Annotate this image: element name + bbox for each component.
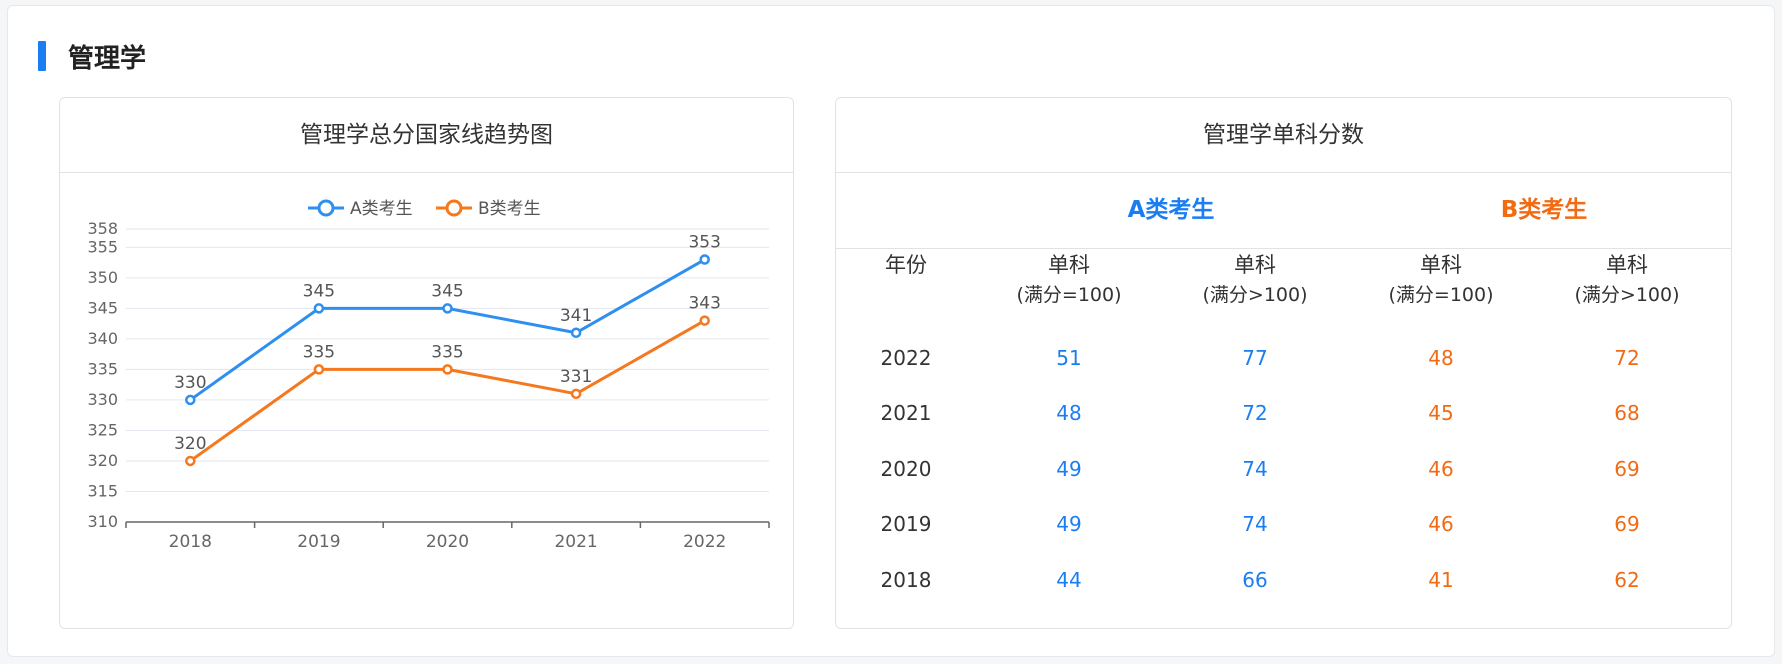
- header-year-label: 年份: [885, 253, 927, 277]
- cell-year: 2022: [880, 346, 932, 370]
- y-tick-label: 340: [87, 329, 118, 348]
- cell-year: 2019: [880, 512, 932, 536]
- content-card: 管理学 管理学总分国家线趋势图 310 315 320 325 330 335 340 345…: [7, 5, 1775, 657]
- chart-panel-title: 管理学总分国家线趋势图: [60, 98, 793, 173]
- header-col2: 单科 (满分>100): [1162, 250, 1348, 310]
- x-tick-label: 2018: [169, 532, 212, 552]
- cell-b-over100: 62: [1614, 568, 1640, 592]
- y-tick-label: 310: [87, 512, 118, 531]
- data-point: [185, 455, 196, 467]
- data-label: 330: [174, 373, 206, 393]
- data-label: 331: [560, 367, 592, 387]
- header-col1: 单科 (满分=100): [976, 250, 1162, 310]
- cell-b-full100: 46: [1428, 512, 1454, 536]
- y-tick-label: 350: [87, 268, 118, 287]
- x-tick-label: 2021: [554, 532, 597, 552]
- table-row: 2019 49 74 46 69: [836, 504, 1731, 544]
- chart-panel: 管理学总分国家线趋势图 310 315 320 325 330 335 340 345 350 3…: [59, 97, 794, 629]
- cell-a-over100: 74: [1242, 512, 1268, 536]
- cell-year: 2021: [880, 401, 932, 425]
- data-label: 320: [174, 434, 206, 454]
- cell-b-over100: 69: [1614, 512, 1640, 536]
- header-col3-sub: (满分=100): [1388, 284, 1494, 306]
- y-tick-label: 330: [87, 390, 118, 409]
- y-tick-label: 315: [87, 481, 118, 500]
- table-row: 2018 44 66 41 62: [836, 560, 1731, 600]
- data-point: [185, 394, 196, 406]
- group-header-row: A类考生 B类考生: [836, 173, 1731, 249]
- table-row: 2020 49 74 46 69: [836, 449, 1731, 489]
- cell-b-full100: 45: [1428, 401, 1454, 425]
- header-col1-sub: (满分=100): [1016, 284, 1122, 306]
- data-label: 353: [688, 233, 720, 253]
- section-header: 管理学: [38, 39, 147, 74]
- data-label: 335: [431, 342, 463, 362]
- y-tick-label: 320: [87, 451, 118, 470]
- data-point: [570, 327, 582, 339]
- x-tick-label: 2019: [297, 532, 340, 552]
- header-col3: 单科 (满分=100): [1348, 250, 1534, 310]
- header-col4-main: 单科: [1606, 253, 1648, 277]
- x-tick-label: 2020: [426, 532, 469, 552]
- cell-year: 2018: [880, 568, 932, 592]
- cell-a-full100: 51: [1056, 346, 1082, 370]
- legend-label: B类考生: [478, 199, 541, 219]
- data-label: 345: [303, 281, 335, 301]
- x-tick-label: 2022: [683, 532, 726, 552]
- header-year: 年份: [836, 250, 976, 280]
- table-header-row: 年份 单科 (满分=100) 单科 (满分>100) 单科 (满分=100) 单…: [836, 250, 1731, 330]
- cell-year: 2020: [880, 457, 932, 481]
- cell-a-full100: 48: [1056, 401, 1082, 425]
- data-label: 341: [560, 306, 592, 326]
- cell-a-over100: 77: [1242, 346, 1268, 370]
- data-label: 345: [431, 281, 463, 301]
- cell-b-over100: 69: [1614, 457, 1640, 481]
- data-label: 335: [303, 342, 335, 362]
- section-title: 管理学: [68, 43, 147, 74]
- cell-b-over100: 72: [1614, 346, 1640, 370]
- legend-label: A类考生: [350, 199, 413, 219]
- legend-circle-marker: [445, 199, 463, 217]
- header-col4: 单科 (满分>100): [1534, 250, 1720, 310]
- y-tick-label: 358: [87, 219, 118, 238]
- data-point: [313, 303, 325, 314]
- cell-b-full100: 46: [1428, 457, 1454, 481]
- cell-a-over100: 66: [1242, 568, 1268, 592]
- cell-b-full100: 48: [1428, 346, 1454, 370]
- table-row: 2022 51 77 48 72: [836, 338, 1731, 378]
- y-tick-label: 325: [87, 420, 118, 439]
- data-point: [442, 303, 453, 314]
- cell-a-over100: 74: [1242, 457, 1268, 481]
- section-accent-bar: [38, 41, 46, 71]
- cell-a-full100: 49: [1056, 457, 1082, 481]
- header-col1-main: 单科: [1048, 253, 1090, 277]
- group-b-label: B类考生: [1500, 197, 1588, 223]
- cell-a-full100: 44: [1056, 568, 1082, 592]
- data-label: 343: [688, 294, 720, 314]
- y-tick-label: 335: [87, 359, 118, 378]
- y-tick-label: 355: [87, 237, 118, 256]
- data-point: [442, 364, 453, 375]
- group-a-label: A类考生: [1127, 197, 1215, 223]
- legend-circle-marker: [317, 199, 335, 217]
- y-tick-label: 345: [87, 298, 118, 317]
- cell-a-over100: 72: [1242, 401, 1268, 425]
- header-col2-sub: (满分>100): [1202, 284, 1308, 306]
- header-col2-main: 单科: [1234, 253, 1276, 277]
- data-point: [570, 388, 582, 400]
- header-col3-main: 单科: [1420, 253, 1462, 277]
- data-point: [699, 315, 710, 326]
- table-panel-title: 管理学单科分数: [836, 98, 1731, 173]
- header-col4-sub: (满分>100): [1574, 284, 1680, 306]
- score-table-panel: 管理学单科分数 A类考生 B类考生 年份 单科 (满分=100) 单科 (满分>…: [835, 97, 1732, 629]
- cell-b-over100: 68: [1614, 401, 1640, 425]
- data-point: [313, 364, 325, 375]
- cell-a-full100: 49: [1056, 512, 1082, 536]
- cell-b-full100: 41: [1428, 568, 1454, 592]
- table-row: 2021 48 72 45 68: [836, 393, 1731, 433]
- data-point: [699, 254, 710, 265]
